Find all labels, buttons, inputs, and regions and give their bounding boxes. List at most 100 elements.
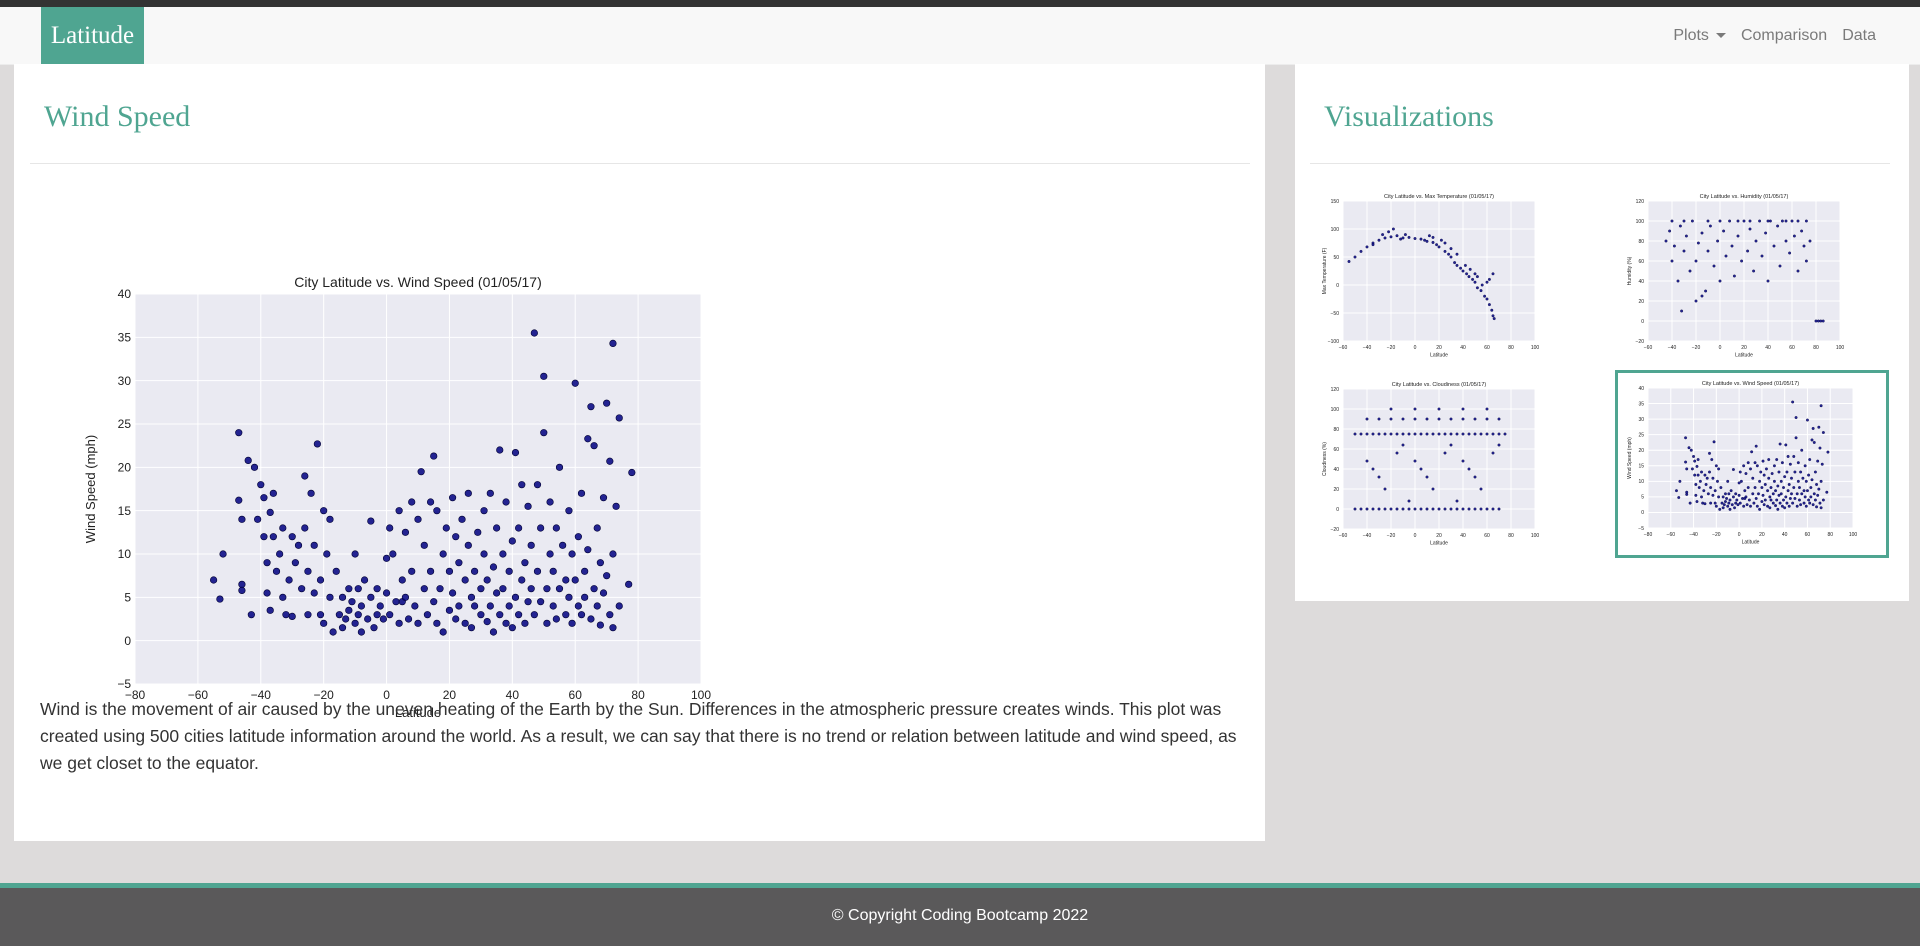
y-axis-label: Max Temperature (F) <box>1322 247 1328 294</box>
data-point <box>266 606 274 614</box>
data-point <box>1728 498 1732 502</box>
data-point <box>483 576 491 584</box>
data-point <box>1800 492 1804 496</box>
data-point <box>609 550 617 558</box>
data-point <box>1401 507 1405 511</box>
data-point <box>1684 436 1688 440</box>
data-point <box>291 559 299 567</box>
data-point <box>1389 235 1393 239</box>
data-point <box>1742 464 1746 468</box>
data-point <box>1413 407 1417 411</box>
data-point <box>313 440 321 448</box>
data-point <box>1677 496 1681 499</box>
data-point <box>1816 459 1820 463</box>
data-point <box>1383 487 1387 491</box>
data-point <box>304 567 312 575</box>
data-point <box>1821 319 1825 323</box>
data-point <box>555 585 564 593</box>
data-point <box>1365 432 1369 436</box>
data-point <box>1814 319 1818 323</box>
x-tick-label: 80 <box>631 688 645 702</box>
data-point <box>471 567 479 575</box>
y-tick-label: 100 <box>1636 219 1645 225</box>
y-tick-label: 5 <box>1641 495 1644 501</box>
data-point <box>1795 504 1799 508</box>
data-point <box>537 524 545 532</box>
data-point <box>1684 460 1688 464</box>
data-point <box>1775 458 1779 462</box>
data-point <box>1721 506 1725 510</box>
data-point <box>1371 243 1375 247</box>
data-point <box>430 598 438 606</box>
data-point <box>471 602 479 610</box>
y-axis-label: Wind Speed (mph) <box>83 435 98 543</box>
data-point <box>565 507 573 515</box>
data-point <box>1407 432 1411 436</box>
plot-area <box>1648 388 1853 528</box>
data-point <box>1727 492 1731 496</box>
data-point <box>596 621 604 629</box>
data-point <box>1708 224 1712 228</box>
y-tick-label: −100 <box>1328 339 1339 345</box>
data-point <box>1815 482 1819 486</box>
nav-comparison-link[interactable]: Comparison <box>1740 26 1828 44</box>
thumbnail-wind-speed[interactable]: −80 −60 −40 −20 0 20 40 60 80 100 −5 0 5 10 15 20 25 30 35… <box>1615 370 1889 558</box>
data-point <box>581 593 589 601</box>
data-point <box>272 567 281 575</box>
data-point <box>1739 479 1743 483</box>
data-point <box>1788 462 1792 466</box>
thumbnail-cloudiness[interactable]: −60 −40 −20 0 20 40 60 80 100 −20 0 20 40 60 80 100 120 C… <box>1317 377 1557 552</box>
data-point <box>493 589 501 597</box>
nav-plots-dropdown[interactable]: Plots <box>1673 27 1726 45</box>
data-point <box>282 611 290 619</box>
brand-logo[interactable]: Latitude <box>41 7 144 64</box>
data-point <box>571 379 579 387</box>
y-tick-label: 100 <box>1331 227 1340 233</box>
y-tick-label: 5 <box>124 591 131 605</box>
data-point <box>1763 482 1767 486</box>
data-point <box>1678 479 1682 483</box>
main-panel: Wind Speed −80 −60 −40 −20 0 20 40 60 80 100 −5 0 5 1… <box>14 64 1265 841</box>
thumbnail-humidity[interactable]: −60 −40 −20 0 20 40 60 80 100 −20 0 20 40 60 80 100 120 C… <box>1622 189 1862 364</box>
y-tick-label: 20 <box>1333 487 1339 493</box>
data-point <box>1431 240 1435 244</box>
data-point <box>1736 219 1740 223</box>
data-point <box>433 619 441 627</box>
data-point <box>1700 231 1704 235</box>
nav-data-link[interactable]: Data <box>1842 26 1876 44</box>
data-point <box>1793 496 1797 500</box>
y-tick-label: 120 <box>1636 199 1645 205</box>
data-point <box>408 498 416 506</box>
data-point <box>408 567 416 575</box>
data-point <box>1485 432 1489 436</box>
data-point <box>1371 507 1375 511</box>
data-point <box>461 576 469 584</box>
data-point <box>1791 400 1795 404</box>
data-point <box>1443 507 1447 511</box>
data-point <box>1497 443 1501 447</box>
data-point <box>1800 448 1804 452</box>
x-tick-label: 40 <box>1460 533 1466 539</box>
data-point <box>1737 493 1741 497</box>
thumbnail-max-temperature[interactable]: −60 −40 −20 0 20 40 60 80 100 −100 −50 0 50 100 150 Cit… <box>1317 189 1557 364</box>
data-point <box>527 541 535 549</box>
data-point <box>1782 498 1785 502</box>
data-point <box>464 489 472 497</box>
data-point <box>1811 426 1815 430</box>
data-point <box>1784 495 1788 499</box>
data-point <box>1682 249 1686 253</box>
data-point <box>1788 251 1792 255</box>
data-point <box>342 615 350 623</box>
data-point <box>1780 219 1784 223</box>
data-point <box>1480 283 1484 287</box>
data-point <box>332 567 340 575</box>
data-point <box>1425 432 1429 436</box>
data-point <box>310 589 318 597</box>
data-point <box>1475 275 1479 279</box>
data-point <box>301 524 309 532</box>
data-point <box>1716 239 1720 243</box>
data-point <box>1371 467 1375 471</box>
data-point <box>530 329 538 337</box>
data-point <box>555 463 564 471</box>
data-point <box>1425 475 1429 479</box>
